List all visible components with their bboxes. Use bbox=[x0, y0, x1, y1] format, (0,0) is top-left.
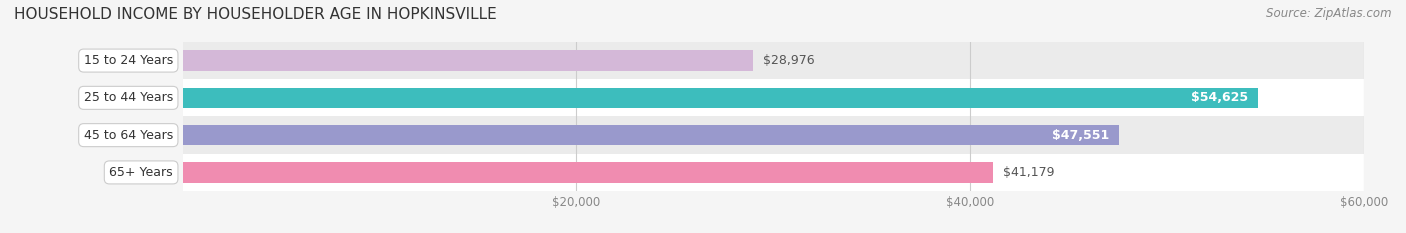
Text: $54,625: $54,625 bbox=[1191, 91, 1249, 104]
Text: Source: ZipAtlas.com: Source: ZipAtlas.com bbox=[1267, 7, 1392, 20]
Text: 65+ Years: 65+ Years bbox=[110, 166, 173, 179]
Bar bbox=[183, 42, 1364, 79]
Text: HOUSEHOLD INCOME BY HOUSEHOLDER AGE IN HOPKINSVILLE: HOUSEHOLD INCOME BY HOUSEHOLDER AGE IN H… bbox=[14, 7, 496, 22]
Bar bbox=[183, 116, 1364, 154]
Bar bbox=[183, 154, 1364, 191]
Text: 45 to 64 Years: 45 to 64 Years bbox=[84, 129, 173, 142]
Bar bbox=[183, 162, 994, 183]
Text: 25 to 44 Years: 25 to 44 Years bbox=[84, 91, 173, 104]
Text: $41,179: $41,179 bbox=[1004, 166, 1054, 179]
Text: $47,551: $47,551 bbox=[1052, 129, 1109, 142]
Bar bbox=[183, 50, 754, 71]
Text: $28,976: $28,976 bbox=[763, 54, 814, 67]
Bar bbox=[183, 88, 1258, 108]
Bar bbox=[183, 125, 1119, 145]
Bar bbox=[183, 79, 1364, 116]
Text: 15 to 24 Years: 15 to 24 Years bbox=[84, 54, 173, 67]
